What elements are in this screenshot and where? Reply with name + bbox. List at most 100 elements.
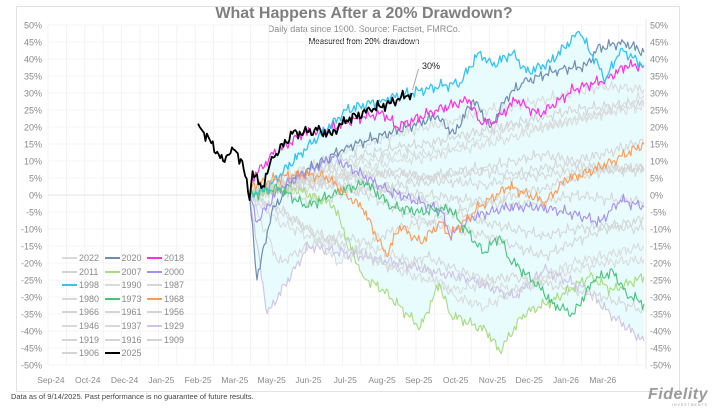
legend-item-2020: 2020 xyxy=(104,253,142,263)
y-tick-label-left: -25% xyxy=(21,276,42,286)
y-tick-label-right: -10% xyxy=(650,225,671,235)
legend-item-1961: 1961 xyxy=(104,307,142,317)
y-tick-label-right: 5% xyxy=(650,174,663,184)
legend-swatch xyxy=(147,338,162,341)
y-tick-label-left: 0% xyxy=(29,191,42,201)
y-tick-label-right: -35% xyxy=(650,310,671,320)
legend-item-1998: 1998 xyxy=(62,280,99,290)
legend-item-1916: 1916 xyxy=(104,335,142,345)
legend-item-1956: 1956 xyxy=(147,307,184,317)
annotation-leader xyxy=(412,68,419,91)
x-tick-label: Oct-25 xyxy=(443,375,469,385)
legend-item-2000: 2000 xyxy=(147,267,184,277)
chart-subtitle: Daily data since 1900. Source: Factset, … xyxy=(267,24,461,34)
chart-frame xyxy=(16,6,680,392)
legend-label: 1909 xyxy=(164,334,185,345)
legend-swatch xyxy=(104,351,120,355)
series-line-2000 xyxy=(249,154,645,241)
legend-label: 2007 xyxy=(121,266,142,277)
legend-label: 1968 xyxy=(164,293,185,304)
y-tick-label-right: 25% xyxy=(650,106,668,116)
legend-label: 2000 xyxy=(164,266,185,277)
series-line-1919 xyxy=(249,163,645,241)
annotation-label: 30% xyxy=(422,61,441,71)
legend-label: 2022 xyxy=(79,253,100,263)
series-line-1906 xyxy=(249,194,645,314)
y-tick-label-left: 5% xyxy=(29,174,42,184)
legend-item-2011: 2011 xyxy=(62,267,98,277)
y-tick-label-left: 40% xyxy=(24,55,42,65)
series-lines xyxy=(197,31,645,355)
x-tick-label: Nov-25 xyxy=(479,375,507,385)
legend-label: 1906 xyxy=(79,348,100,359)
legend-item-1980: 1980 xyxy=(62,294,99,304)
y-tick-label-right: 35% xyxy=(650,72,668,82)
y-tick-label-right: 30% xyxy=(650,89,668,99)
legend-item-2025: 2025 xyxy=(104,348,142,359)
legend-item-1966: 1966 xyxy=(62,307,99,317)
legend-label: 1956 xyxy=(164,307,185,318)
legend-item-1909: 1909 xyxy=(147,335,184,345)
legend-label: 2025 xyxy=(121,348,142,359)
legend-swatch xyxy=(147,311,162,314)
legend-item-1973: 1973 xyxy=(104,293,142,304)
x-tick-label: May-25 xyxy=(258,375,287,385)
x-tick-label: Jan-25 xyxy=(148,375,174,385)
legend-swatch xyxy=(104,311,120,314)
chart-title: What Happens After a 20% Drawdown? xyxy=(215,5,513,22)
y-tick-label-left: -5% xyxy=(26,208,42,218)
y-tick-label-right: 0% xyxy=(650,191,663,201)
y-tick-label-right: -25% xyxy=(650,276,671,286)
legend-item-1919: 1919 xyxy=(62,335,99,345)
series-line-2007 xyxy=(249,183,645,355)
series-line-1987 xyxy=(249,162,645,264)
legend-label: 1987 xyxy=(164,280,185,291)
legend-swatch xyxy=(62,352,77,355)
legend-label: 1966 xyxy=(79,307,100,318)
x-tick-label: Aug-25 xyxy=(368,375,396,385)
x-tick-label: Feb-25 xyxy=(185,375,212,385)
x-tick-label: Oct-24 xyxy=(75,375,101,385)
y-tick-label-left: 35% xyxy=(24,72,42,82)
series-line-1937 xyxy=(249,190,645,312)
legend-swatch xyxy=(104,325,120,327)
legend-swatch xyxy=(147,270,162,273)
disclaimer: Data as of 9/14/2025. Past performance i… xyxy=(11,392,254,401)
y-tick-label-right: 50% xyxy=(650,21,668,31)
x-axis-ticks: Sep-24 Oct-24 Dec-24 Jan-25 Feb-25 Mar-25 May-… xyxy=(37,375,616,385)
legend-item-1929: 1929 xyxy=(147,321,184,331)
y-tick-label-left: -45% xyxy=(21,344,42,354)
series-line-1968 xyxy=(249,141,645,257)
y-tick-label-left: 25% xyxy=(24,106,42,116)
legend-label: 1919 xyxy=(79,334,100,345)
legend-item-1946: 1946 xyxy=(62,321,99,331)
y-tick-label-right: 20% xyxy=(650,123,668,133)
x-tick-label: Sep-24 xyxy=(37,375,65,385)
legend-swatch xyxy=(62,325,77,327)
x-tick-label: Jan-26 xyxy=(553,375,579,385)
series-line-2018 xyxy=(249,58,645,196)
legend-swatch xyxy=(104,297,120,300)
series-line-1998 xyxy=(248,31,645,199)
y-tick-label-left: -10% xyxy=(21,225,42,235)
fidelity-logo: Fidelity xyxy=(648,386,709,403)
legend-swatch xyxy=(62,270,77,273)
y-tick-label-left: 20% xyxy=(24,123,42,133)
legend-item-1987: 1987 xyxy=(147,280,184,290)
legend-label: 1998 xyxy=(79,280,100,291)
legend-swatch xyxy=(104,284,120,287)
series-line-1990 xyxy=(249,100,645,201)
legend-label: 1973 xyxy=(121,293,142,304)
legend-swatch xyxy=(62,338,77,341)
y-tick-label-left: -35% xyxy=(21,310,42,320)
y-tick-label-left: 30% xyxy=(24,89,42,99)
legend-swatch xyxy=(147,325,162,327)
y-tick-label-right: -20% xyxy=(650,259,671,269)
y-tick-label-right: -5% xyxy=(650,208,666,218)
fidelity-logo-sub: INVESTMENTS xyxy=(672,403,708,407)
legend-item-1990: 1990 xyxy=(104,280,142,290)
series-line-1929 xyxy=(249,194,645,342)
legend-swatch xyxy=(104,257,120,259)
y-tick-label-left: 45% xyxy=(24,38,42,48)
